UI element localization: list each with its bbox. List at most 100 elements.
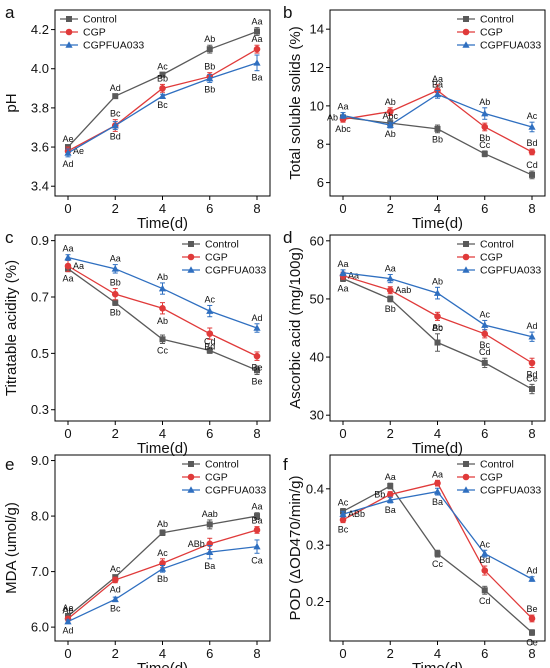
x-tick-label: 2 — [387, 426, 394, 441]
legend-entry: CGPFUA033 — [205, 485, 266, 497]
data-point — [206, 74, 214, 82]
y-tick-label: 12 — [310, 60, 324, 75]
legend-entry: CGP — [205, 472, 228, 484]
significance-label: Ae — [62, 134, 73, 144]
data-point — [206, 521, 213, 528]
significance-label: Ba — [432, 80, 443, 90]
significance-label: Ac — [527, 111, 538, 121]
legend-entry: CGPFUA033 — [480, 485, 541, 497]
significance-label: Bb — [385, 304, 396, 314]
legend-entry: CGP — [480, 472, 503, 484]
panel-letter: e — [5, 455, 14, 474]
legend-marker — [462, 41, 470, 48]
significance-label: Bb — [204, 62, 215, 72]
data-point — [111, 265, 119, 272]
data-point — [386, 491, 394, 498]
data-point — [111, 576, 119, 584]
data-point — [206, 46, 213, 53]
x-axis-title: Time(d) — [412, 215, 463, 232]
series-cgpfua033: Ad Bc Bb Ba Ca — [62, 539, 263, 636]
data-point — [386, 286, 394, 294]
y-tick-label: 4.2 — [31, 22, 49, 37]
panel-letter: b — [283, 3, 292, 22]
significance-label: Bb — [479, 133, 490, 143]
legend-entry: CGP — [205, 252, 228, 264]
y-tick-label: 3.4 — [31, 179, 49, 194]
significance-label: Aa — [110, 254, 121, 264]
data-point — [386, 121, 394, 128]
y-tick-label: 10 — [310, 98, 324, 113]
significance-label: Bc — [479, 340, 490, 350]
significance-label: Ac — [479, 309, 490, 319]
data-point — [529, 386, 536, 393]
y-tick-label: 6 — [317, 175, 324, 190]
significance-label: Ba — [204, 561, 215, 571]
significance-label: Cc — [432, 559, 443, 569]
significance-label: Ae — [62, 606, 73, 616]
data-point — [64, 617, 72, 625]
legend-entry: Control — [480, 14, 514, 26]
legend-marker — [187, 486, 195, 493]
significance-label: Bc — [432, 323, 443, 333]
x-tick-label: 8 — [253, 201, 260, 216]
data-point — [434, 125, 441, 132]
data-point — [339, 510, 347, 517]
data-point — [481, 330, 489, 338]
significance-label: Ac — [110, 564, 121, 574]
legend-marker — [188, 241, 194, 247]
x-tick-label: 6 — [206, 201, 213, 216]
significance-label: Ad — [251, 313, 262, 323]
y-tick-label: 4.0 — [31, 61, 49, 76]
data-point — [253, 324, 261, 331]
data-point — [481, 567, 489, 574]
data-point — [111, 595, 119, 603]
series-cgpfua033: ABb Ba Ba Ac Ad — [339, 487, 538, 582]
significance-label: Be — [526, 604, 537, 614]
data-point — [64, 253, 72, 261]
legend-marker — [463, 461, 469, 467]
significance-label: Bc — [338, 525, 349, 535]
legend-entry: Control — [480, 239, 514, 251]
significance-label: Abc — [335, 124, 351, 134]
data-point — [528, 575, 536, 582]
series-line — [342, 93, 533, 128]
x-axis-title: Time(d) — [412, 660, 463, 668]
significance-label: Bc — [110, 604, 121, 614]
significance-label: Ac — [157, 548, 168, 558]
significance-label: Ad — [526, 566, 537, 576]
significance-label: Ab — [157, 272, 168, 282]
significance-label: Ab — [432, 276, 443, 286]
chart-panel-a: 0 2 4 6 83.43.63.84.04.2Time(d)pHaAeAdAcAbAa… — [3, 3, 271, 232]
significance-label: Bb — [374, 489, 385, 499]
legend-marker — [462, 266, 470, 273]
significance-label: Cc — [157, 346, 168, 356]
y-tick-label: 50 — [310, 291, 324, 306]
significance-label: Ba — [251, 516, 262, 526]
x-axis-title: Time(d) — [137, 215, 188, 232]
y-tick-label: 9.0 — [31, 453, 49, 468]
significance-label: Ad — [110, 585, 121, 595]
data-point — [434, 550, 441, 557]
x-tick-label: 4 — [159, 201, 166, 216]
data-point — [254, 367, 261, 374]
plot-frame — [54, 234, 271, 422]
significance-label: Bb — [110, 278, 121, 288]
data-point — [528, 615, 536, 622]
legend-entry: CGP — [83, 27, 106, 39]
significance-label: Cd — [479, 596, 491, 606]
significance-label: Bb — [204, 84, 215, 94]
data-point — [434, 479, 441, 487]
significance-label: ABb — [188, 539, 205, 549]
chart-panel-c: 0 2 4 6 8 0.3 0.5 0.7 0.9 Time(d) Titratable acidi… — [3, 228, 271, 457]
significance-label: Aa — [62, 244, 73, 254]
data-point — [254, 28, 261, 35]
y-tick-label: 0.4 — [306, 481, 324, 496]
data-point — [253, 352, 261, 360]
data-point — [528, 123, 536, 130]
significance-label: Bd — [204, 341, 215, 351]
